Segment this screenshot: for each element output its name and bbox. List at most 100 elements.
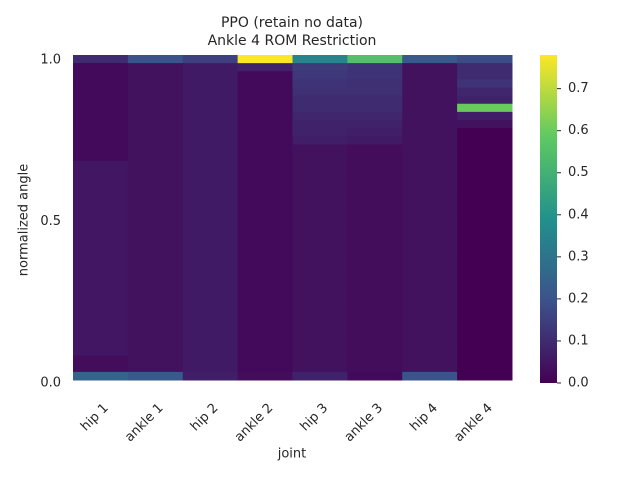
- heatmap-cell: [182, 111, 239, 121]
- heatmap-cell: [237, 274, 293, 283]
- heatmap-cell: [127, 128, 184, 137]
- heatmap-cell: [457, 306, 513, 316]
- heatmap-cell: [347, 241, 403, 251]
- heatmap-cell: [73, 371, 129, 381]
- heatmap-cell: [182, 258, 239, 267]
- heatmap-cell: [457, 160, 513, 170]
- heatmap-cell: [73, 241, 129, 251]
- heatmap-cell: [182, 63, 239, 72]
- heatmap-cell: [347, 233, 403, 243]
- heatmap-cell: [402, 250, 458, 259]
- heatmap-cell: [182, 241, 239, 251]
- heatmap-cell: [237, 315, 293, 324]
- x-tick-label: hip 4: [407, 401, 441, 435]
- heatmap-cell: [347, 217, 403, 227]
- heatmap-cell: [457, 258, 513, 267]
- heatmap-cell: [127, 63, 184, 72]
- heatmap-cell: [73, 323, 129, 332]
- heatmap-cell: [457, 176, 513, 186]
- heatmap-cell: [402, 185, 458, 194]
- heatmap-cell: [127, 152, 184, 162]
- heatmap-cell: [127, 250, 184, 259]
- heatmap-cell: [182, 298, 239, 308]
- heatmap-cell: [237, 371, 293, 381]
- heatmap-cell: [73, 103, 129, 113]
- heatmap-cell: [292, 298, 348, 308]
- heatmap-cell: [182, 274, 239, 283]
- heatmap-cell: [237, 193, 293, 202]
- heatmap-cell: [182, 79, 239, 88]
- heatmap-cell: [182, 233, 239, 243]
- heatmap-cell: [292, 315, 348, 324]
- heatmap-cell: [182, 347, 239, 357]
- heatmap-cell: [292, 274, 348, 283]
- heatmap-cell: [127, 71, 184, 80]
- heatmap-cell: [237, 136, 293, 145]
- heatmap-cell: [237, 55, 293, 64]
- heatmap-cell: [457, 168, 513, 178]
- heatmap-cell: [347, 176, 403, 186]
- heatmap-cell: [347, 152, 403, 162]
- heatmap-cell: [182, 323, 239, 332]
- heatmap-cell: [402, 193, 458, 202]
- heatmap-cell: [127, 363, 184, 373]
- heatmap-cell: [292, 176, 348, 186]
- heatmap-cell: [237, 128, 293, 137]
- heatmap-cell: [292, 128, 348, 137]
- heatmap-cell: [182, 95, 239, 105]
- heatmap-cell: [182, 209, 239, 218]
- x-tick-label: ankle 4: [451, 401, 495, 445]
- heatmap-cell: [73, 160, 129, 170]
- heatmap-cell: [237, 103, 293, 113]
- heatmap-cell: [457, 152, 513, 162]
- heatmap-cell: [182, 55, 239, 64]
- heatmap-cell: [402, 120, 458, 129]
- heatmap-cell: [402, 95, 458, 105]
- heatmap-cell: [402, 339, 458, 348]
- heatmap-cell: [347, 282, 403, 292]
- heatmap-cell: [402, 290, 458, 300]
- heatmap-cell: [127, 160, 184, 170]
- heatmap-cell: [347, 258, 403, 267]
- heatmap-cell: [457, 290, 513, 300]
- heatmap-cell: [127, 120, 184, 129]
- heatmap-cell: [457, 193, 513, 202]
- heatmap-cell: [292, 144, 348, 153]
- x-tick-label: hip 2: [188, 401, 222, 435]
- heatmap-cell: [347, 103, 403, 113]
- heatmap-cell: [347, 95, 403, 105]
- heatmap-cell: [347, 363, 403, 373]
- colorbar-tick-label: 0.2: [568, 291, 589, 306]
- heatmap-cell: [292, 233, 348, 243]
- heatmap-cell: [73, 355, 129, 365]
- heatmap-cell: [73, 315, 129, 324]
- colorbar-tick-label: 0.3: [568, 249, 589, 264]
- heatmap-cell: [402, 355, 458, 365]
- heatmap-cell: [237, 233, 293, 243]
- heatmap-cell: [457, 217, 513, 227]
- heatmap-cell: [237, 339, 293, 348]
- heatmap-cell: [237, 176, 293, 186]
- heatmap-cell: [292, 71, 348, 80]
- heatmap-cell: [292, 79, 348, 88]
- heatmap-cell: [457, 128, 513, 137]
- heatmap-cell: [347, 79, 403, 88]
- heatmap-cell: [127, 266, 184, 275]
- heatmap-cell: [347, 120, 403, 129]
- heatmap-cell: [127, 241, 184, 251]
- heatmap-cell: [402, 201, 458, 210]
- heatmap-cell: [457, 331, 513, 340]
- heatmap-cell: [292, 55, 348, 64]
- heatmap-cell: [127, 144, 184, 153]
- heatmap-cell: [457, 233, 513, 243]
- heatmap-cell: [237, 71, 293, 80]
- heatmap-cell: [402, 323, 458, 332]
- heatmap-cell: [292, 160, 348, 170]
- heatmap-cell: [237, 250, 293, 259]
- heatmap-cell: [182, 168, 239, 178]
- heatmap-cell: [347, 225, 403, 235]
- x-tick-label: ankle 1: [122, 401, 166, 445]
- heatmap-cell: [292, 347, 348, 357]
- heatmap-cell: [182, 306, 239, 316]
